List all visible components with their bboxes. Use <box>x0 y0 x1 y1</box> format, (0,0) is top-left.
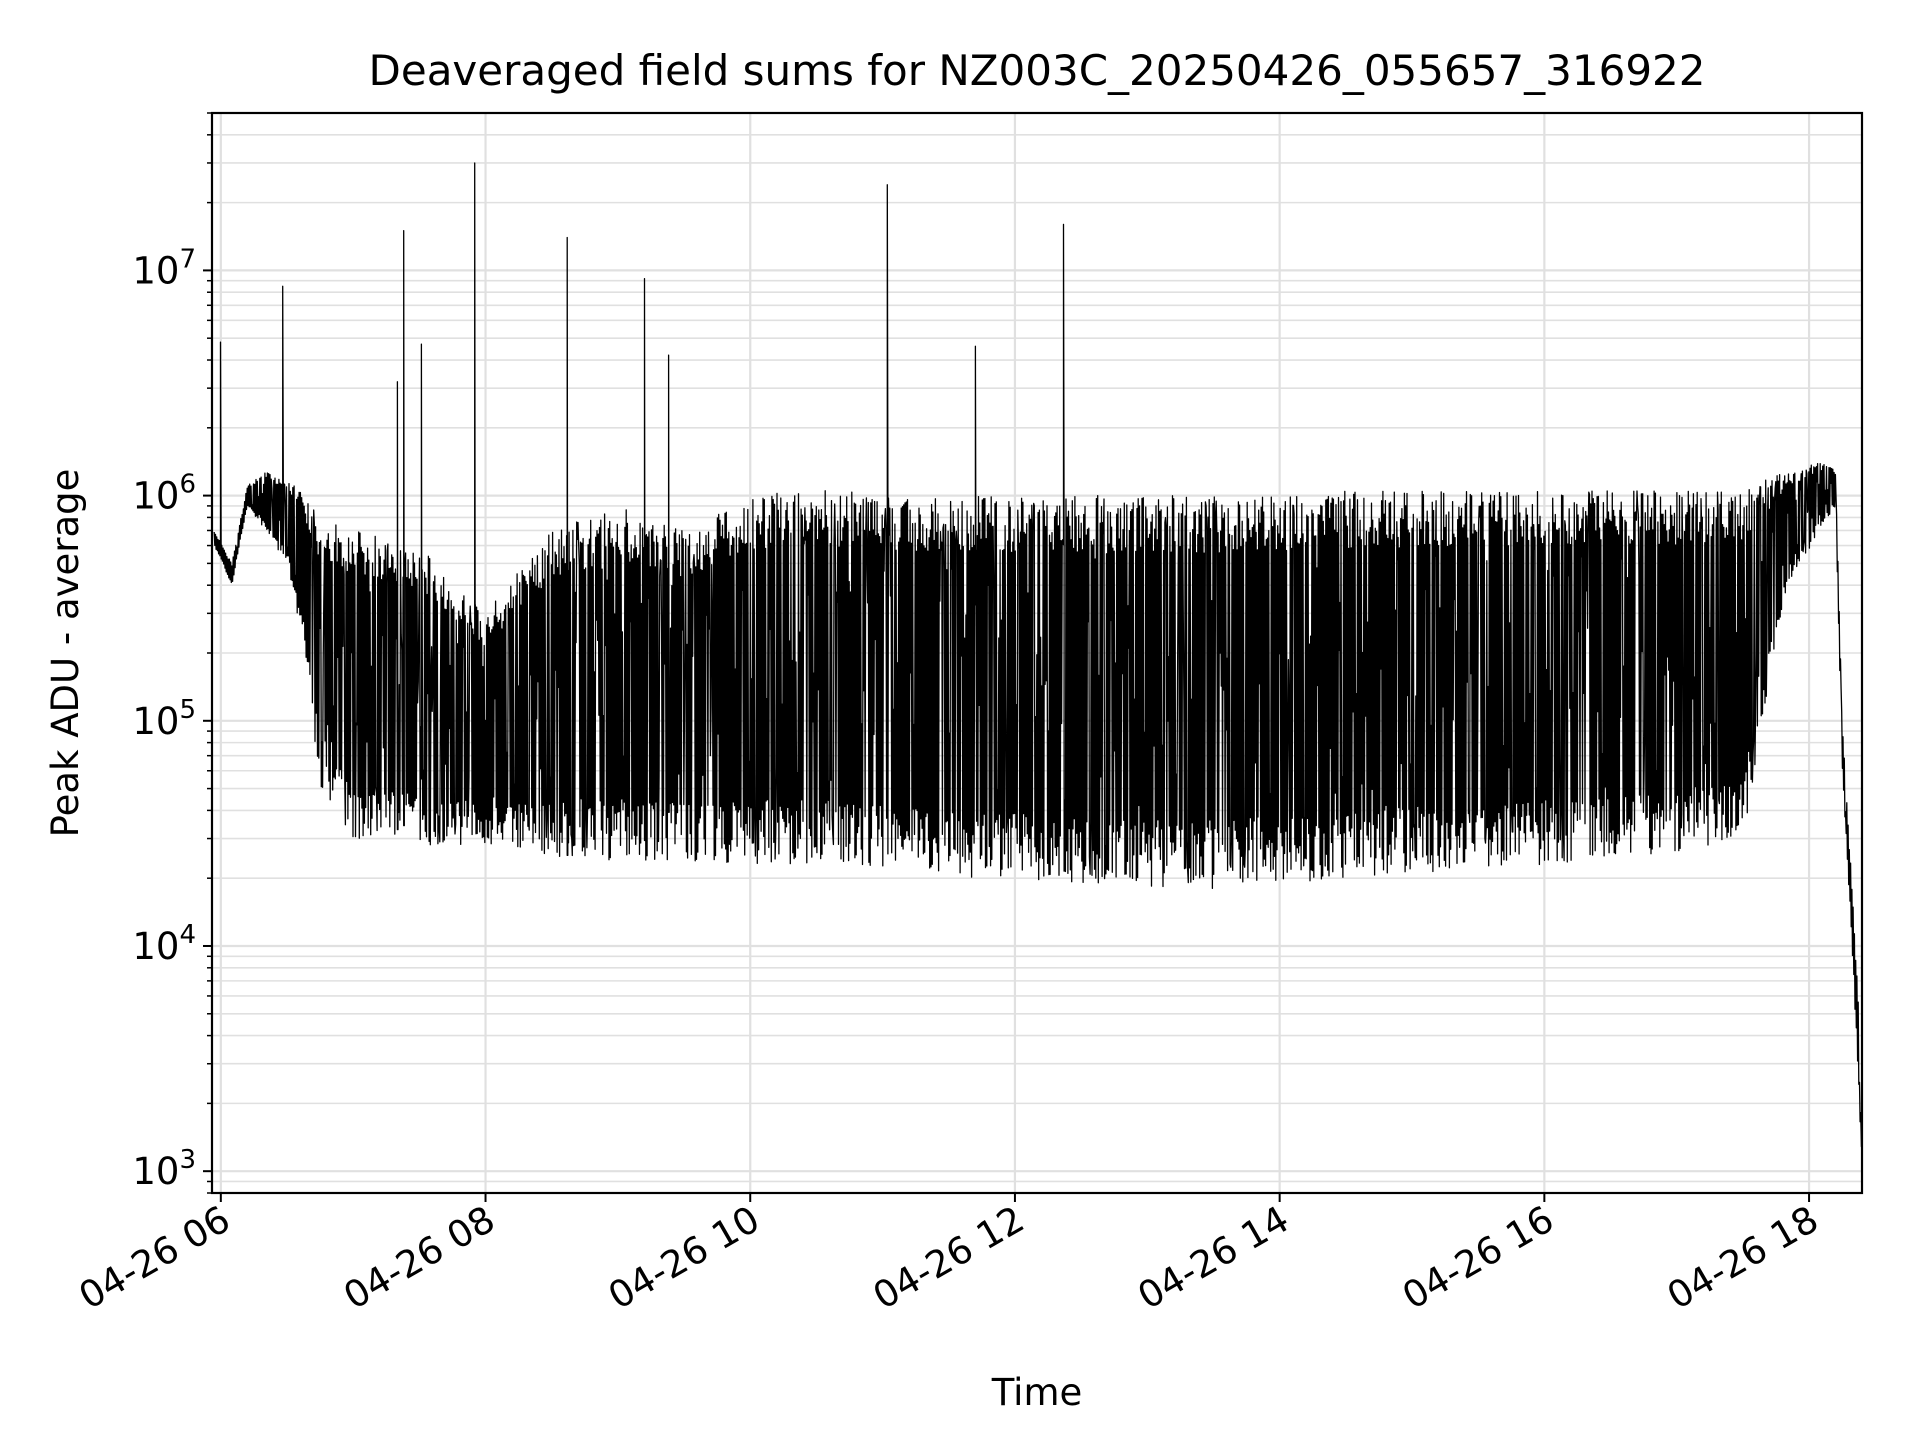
series-line <box>213 162 1863 1148</box>
chart-title: Deaveraged field sums for NZ003C_2025042… <box>369 46 1706 95</box>
y-tick-label: 107 <box>132 244 196 292</box>
grid <box>212 112 1862 1194</box>
y-tick-label: 106 <box>132 470 196 518</box>
y-tick-label: 103 <box>132 1145 196 1193</box>
y-tick-label: 104 <box>132 920 196 968</box>
x-axis-label: Time <box>991 1371 1083 1414</box>
y-axis-label: Peak ADU - average <box>44 469 87 838</box>
series-line-group <box>213 162 1863 1148</box>
axis-ticks <box>203 112 1811 1202</box>
y-tick-label: 105 <box>132 695 196 743</box>
y-tick-labels: 103 104 105 106 107 <box>132 244 196 1193</box>
